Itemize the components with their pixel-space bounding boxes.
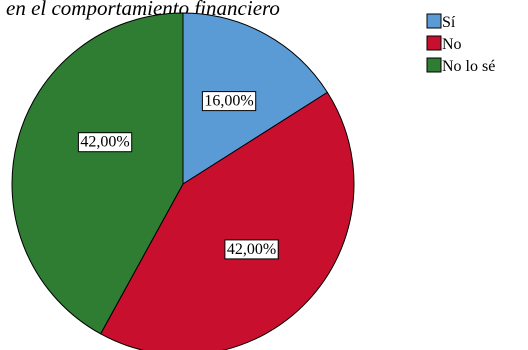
legend-swatch-no-lo-se xyxy=(426,57,442,73)
data-label-box xyxy=(201,91,257,112)
data-label-box xyxy=(224,239,279,260)
data-label-text: 42,00% xyxy=(80,134,129,151)
data-label-text: 16,00% xyxy=(204,93,253,110)
legend-label-no: No xyxy=(442,36,462,53)
legend: Sí No No lo sé xyxy=(426,13,495,75)
pie-slice-no-lo-se xyxy=(11,12,184,335)
data-label-si: 16,00% xyxy=(201,91,257,112)
data-label-no: 42,00% xyxy=(224,239,279,260)
data-label-text: 42,00% xyxy=(227,241,276,258)
pie-slice-no xyxy=(100,91,355,350)
legend-swatch-si xyxy=(426,13,442,29)
legend-label-si: Sí xyxy=(442,14,456,31)
pie-slices xyxy=(11,12,355,350)
legend-swatch-no xyxy=(426,35,442,51)
data-labels: 16,00% 42,00% 42,00% xyxy=(77,91,279,260)
data-label-no-lo-se: 42,00% xyxy=(77,132,133,153)
data-label-box xyxy=(77,132,133,153)
legend-label-no-lo-se: No lo sé xyxy=(442,58,495,75)
chart-title: en el comportamiento financiero xyxy=(6,0,280,20)
